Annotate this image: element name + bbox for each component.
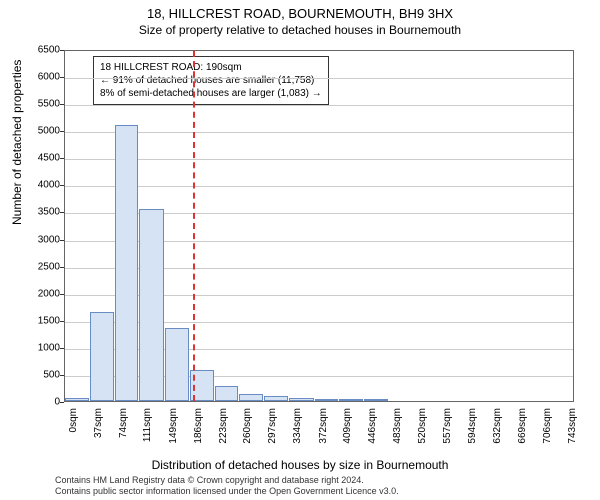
x-tick-label: 557sqm xyxy=(442,408,453,458)
footer-line-2: Contains public sector information licen… xyxy=(55,486,399,498)
x-tick-label: 409sqm xyxy=(342,408,353,458)
histogram-bar xyxy=(364,399,388,401)
y-tick-label: 1500 xyxy=(10,315,60,326)
histogram-bar xyxy=(339,399,363,401)
annotation-line-3: 8% of semi-detached houses are larger (1… xyxy=(100,87,322,100)
histogram-bar xyxy=(215,386,239,401)
y-tick-mark xyxy=(60,402,64,403)
y-tick-mark xyxy=(60,131,64,132)
property-marker-line xyxy=(193,51,195,401)
annotation-line-1: 18 HILLCREST ROAD: 190sqm xyxy=(100,61,322,74)
histogram-bar xyxy=(115,125,139,401)
x-tick-label: 372sqm xyxy=(318,408,329,458)
x-tick-label: 594sqm xyxy=(467,408,478,458)
y-tick-label: 500 xyxy=(10,369,60,380)
footer-text: Contains HM Land Registry data © Crown c… xyxy=(55,475,399,498)
x-tick-label: 669sqm xyxy=(517,408,528,458)
histogram-bar xyxy=(90,312,114,401)
y-tick-label: 5000 xyxy=(10,126,60,137)
x-tick-label: 743sqm xyxy=(567,408,578,458)
y-tick-mark xyxy=(60,77,64,78)
x-tick-label: 223sqm xyxy=(218,408,229,458)
x-tick-label: 111sqm xyxy=(142,408,153,458)
chart-title-block: 18, HILLCREST ROAD, BOURNEMOUTH, BH9 3HX… xyxy=(0,0,600,37)
footer-line-1: Contains HM Land Registry data © Crown c… xyxy=(55,475,399,487)
y-tick-mark xyxy=(60,267,64,268)
y-tick-mark xyxy=(60,294,64,295)
x-axis-label: Distribution of detached houses by size … xyxy=(0,458,600,472)
title-line-2: Size of property relative to detached ho… xyxy=(0,23,600,37)
histogram-bar xyxy=(289,398,314,401)
histogram-bar xyxy=(65,398,89,401)
gridline xyxy=(65,186,573,187)
y-tick-mark xyxy=(60,50,64,51)
y-tick-mark xyxy=(60,212,64,213)
y-tick-label: 6500 xyxy=(10,45,60,56)
gridline xyxy=(65,78,573,79)
x-tick-label: 334sqm xyxy=(292,408,303,458)
histogram-bar xyxy=(239,394,263,401)
y-tick-mark xyxy=(60,375,64,376)
y-tick-label: 3500 xyxy=(10,207,60,218)
x-tick-label: 0sqm xyxy=(68,408,79,458)
y-tick-label: 6000 xyxy=(10,72,60,83)
y-tick-mark xyxy=(60,104,64,105)
histogram-bar xyxy=(264,396,288,401)
y-tick-mark xyxy=(60,185,64,186)
x-tick-label: 37sqm xyxy=(93,408,104,458)
gridline xyxy=(65,105,573,106)
x-tick-label: 260sqm xyxy=(242,408,253,458)
y-tick-label: 5500 xyxy=(10,99,60,110)
y-tick-label: 1000 xyxy=(10,342,60,353)
property-annotation-box: 18 HILLCREST ROAD: 190sqm ← 91% of detac… xyxy=(93,56,329,105)
y-tick-mark xyxy=(60,158,64,159)
y-axis-label: Number of detached properties xyxy=(10,60,24,225)
annotation-line-2: ← 91% of detached houses are smaller (11… xyxy=(100,74,322,87)
y-tick-label: 2000 xyxy=(10,288,60,299)
y-tick-mark xyxy=(60,321,64,322)
y-tick-label: 4000 xyxy=(10,180,60,191)
histogram-bar xyxy=(139,209,164,401)
y-tick-mark xyxy=(60,348,64,349)
y-tick-label: 2500 xyxy=(10,261,60,272)
gridline xyxy=(65,159,573,160)
gridline xyxy=(65,132,573,133)
x-tick-label: 297sqm xyxy=(267,408,278,458)
x-tick-label: 483sqm xyxy=(392,408,403,458)
x-tick-label: 149sqm xyxy=(168,408,179,458)
histogram-bar xyxy=(165,328,189,401)
x-tick-label: 186sqm xyxy=(193,408,204,458)
x-tick-label: 446sqm xyxy=(367,408,378,458)
y-tick-label: 4500 xyxy=(10,153,60,164)
x-tick-label: 632sqm xyxy=(492,408,503,458)
histogram-plot-area: 18 HILLCREST ROAD: 190sqm ← 91% of detac… xyxy=(64,50,574,402)
histogram-bar xyxy=(315,399,339,401)
x-tick-label: 520sqm xyxy=(417,408,428,458)
title-line-1: 18, HILLCREST ROAD, BOURNEMOUTH, BH9 3HX xyxy=(0,6,600,21)
x-tick-label: 74sqm xyxy=(118,408,129,458)
y-tick-mark xyxy=(60,240,64,241)
x-tick-label: 706sqm xyxy=(542,408,553,458)
y-tick-label: 3000 xyxy=(10,234,60,245)
y-tick-label: 0 xyxy=(10,397,60,408)
